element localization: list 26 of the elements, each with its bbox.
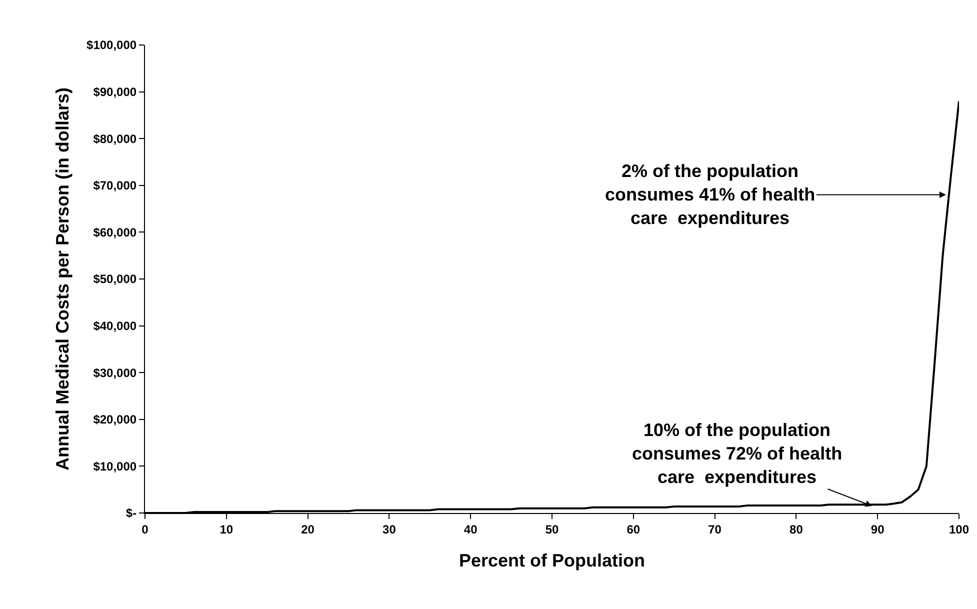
y-tick-label: $100,000: [86, 38, 137, 52]
x-tick-label: 100: [948, 522, 970, 536]
y-tick-label: $20,000: [93, 412, 137, 427]
x-tick-label: 50: [545, 522, 559, 536]
y-axis-title: Annual Medical Costs per Person (in dollars): [52, 87, 73, 471]
y-tick-label: $-: [126, 506, 137, 520]
y-tick-label: $40,000: [93, 319, 137, 333]
x-axis-title: Percent of Population: [458, 550, 646, 570]
x-tick-label: 0: [142, 522, 149, 536]
x-tick-label: 10: [220, 522, 234, 536]
x-tick-label: 60: [626, 522, 640, 536]
x-tick-label: 70: [708, 522, 722, 536]
y-tick-label: $70,000: [93, 178, 137, 193]
x-tick-label: 90: [870, 522, 885, 536]
y-tick-label: $30,000: [93, 366, 137, 380]
x-tick-label: 40: [464, 522, 478, 536]
x-tick-label: 80: [790, 522, 804, 536]
y-tick-label: $60,000: [93, 225, 137, 240]
y-tick-label: $10,000: [93, 459, 137, 474]
y-tick-label: $90,000: [93, 85, 137, 99]
y-tick-label: $50,000: [93, 272, 137, 286]
y-tick-label: $80,000: [93, 132, 137, 146]
annotation: 10% of the population consumes 72% of health care expenditures: [632, 420, 842, 487]
x-tick-label: 30: [382, 522, 396, 536]
annotation: 2% of the population consumes 41% of health care expenditures: [605, 161, 816, 228]
x-tick-label: 20: [301, 522, 315, 536]
